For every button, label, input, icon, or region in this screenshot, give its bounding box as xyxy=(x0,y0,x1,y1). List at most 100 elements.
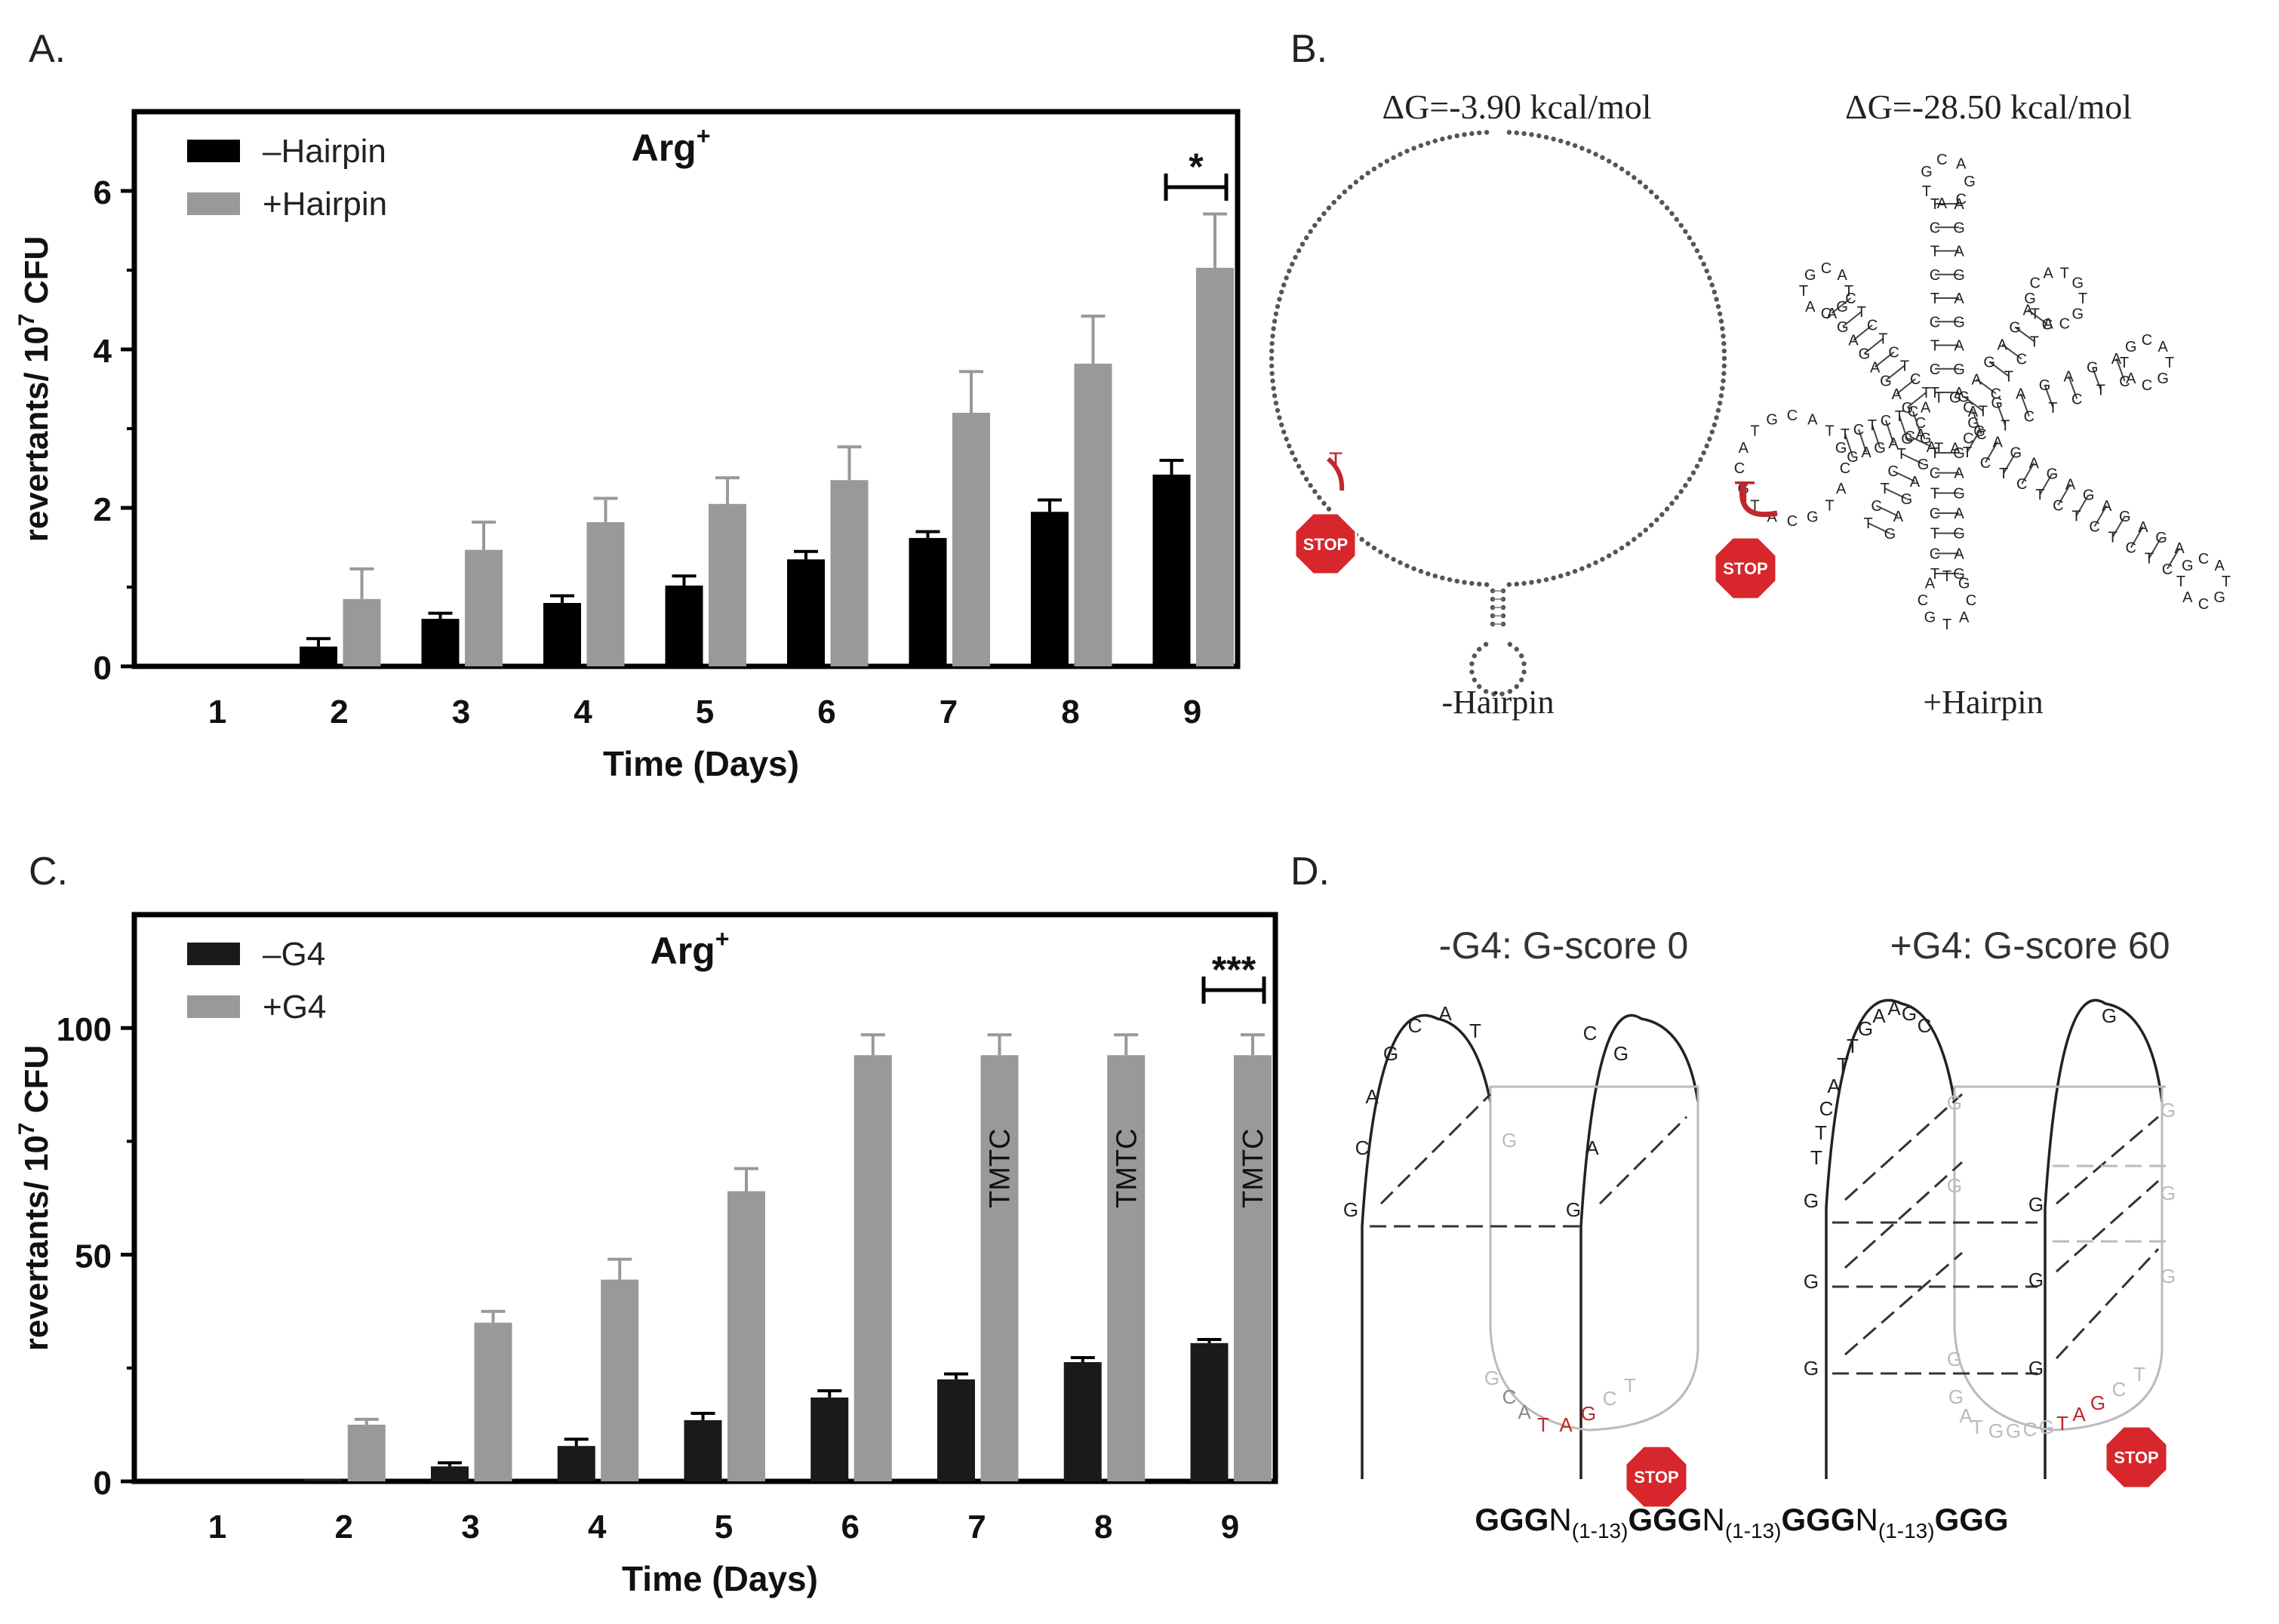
g4-nucleotide: G xyxy=(2161,1182,2176,1204)
nucleotide xyxy=(1269,371,1275,377)
nucleotide xyxy=(1293,457,1298,463)
nucleotide xyxy=(1317,217,1322,222)
nucleotide xyxy=(1483,641,1489,647)
nucleotide-letter: G xyxy=(1953,485,1965,502)
g4-nucleotide: T xyxy=(2056,1412,2068,1435)
nucleotide xyxy=(1529,580,1534,585)
nucleotide xyxy=(1507,688,1513,694)
nucleotide-letter: T xyxy=(1799,283,1808,300)
nucleotide-letter: C xyxy=(2071,391,2082,408)
nucleotide xyxy=(1721,371,1727,377)
nucleotide-letter: A xyxy=(1827,306,1838,322)
nucleotide-letter: G xyxy=(1953,445,1965,462)
nucleotide xyxy=(1551,575,1556,581)
chart-title: Arg+ xyxy=(632,122,711,169)
nucleotide xyxy=(1698,457,1703,463)
nucleotide xyxy=(1275,408,1281,414)
nucleotide-letter: T xyxy=(2108,530,2118,546)
nucleotide-letter: A xyxy=(1992,434,2003,451)
nucleotide xyxy=(1709,429,1715,435)
formula-n-1: N xyxy=(1549,1502,1571,1537)
nucleotide xyxy=(1472,653,1478,659)
d-left-title: -G4: G-score 0 xyxy=(1439,924,1689,967)
base-pair xyxy=(1963,395,1984,412)
g4-nucleotide: T xyxy=(1469,1020,1481,1042)
nucleotide-letter: C xyxy=(1963,399,1973,416)
nucleotide xyxy=(1317,495,1322,500)
x-tick-label: 3 xyxy=(461,1509,479,1546)
nucleotide xyxy=(1281,282,1287,288)
nucleotide xyxy=(1521,131,1527,137)
g4-nucleotide: C xyxy=(1408,1014,1422,1037)
bar--Hairpin xyxy=(1152,474,1191,666)
nucleotide xyxy=(1426,140,1431,146)
nucleotide-letter: A xyxy=(2063,368,2074,385)
nucleotide-letter: A xyxy=(2102,498,2112,515)
nucleotide-letter: T xyxy=(1930,526,1939,543)
nucleotide-letter: C xyxy=(1936,152,1947,168)
nucleotide xyxy=(1558,138,1564,143)
base-pair xyxy=(2167,547,2180,570)
panel-a-letter: A. xyxy=(29,27,66,71)
g4-nucleotide: G xyxy=(1613,1042,1629,1065)
y-tick-label: 0 xyxy=(94,1465,112,1502)
g4-nucleotide: G xyxy=(1566,1198,1581,1221)
g4-nucleotide: A xyxy=(1887,997,1901,1020)
nucleotide-letter: C xyxy=(1904,429,1915,445)
nucleotide-letter: G xyxy=(1953,314,1965,331)
nucleotide-letter: G xyxy=(1836,299,1848,315)
nucleotide xyxy=(1359,175,1364,180)
nucleotide xyxy=(1440,575,1445,581)
template-strand xyxy=(1953,1085,2164,1432)
nucleotide xyxy=(1718,318,1724,324)
nucleotide-letter: T xyxy=(2176,574,2185,590)
nucleotide-letter: G xyxy=(2182,558,2194,574)
nucleotide xyxy=(1690,470,1696,475)
dashed-pair xyxy=(1844,1093,1964,1201)
nucleotide-letter: G xyxy=(2157,371,2169,387)
nucleotide-letter: T xyxy=(1963,444,1972,461)
nucleotide-letter: T xyxy=(1921,385,1930,401)
nucleotide-letter: A xyxy=(2029,455,2040,472)
nucleotide-letter: T xyxy=(1880,481,1889,497)
nucleotide-letter: A xyxy=(1954,338,1964,355)
base-pair xyxy=(1831,297,1852,314)
nucleotide xyxy=(1303,476,1309,482)
nucleotide-letter: C xyxy=(1976,426,1986,443)
g4-nucleotide: G xyxy=(1581,1402,1596,1425)
dashed-pair xyxy=(2055,1247,2160,1360)
g4-nucleotide: C xyxy=(1819,1097,1834,1120)
base-pair xyxy=(2001,343,2022,360)
nucleotide xyxy=(1507,641,1513,647)
x-tick-label: 7 xyxy=(940,694,958,730)
nucleotide-letter: A xyxy=(2174,540,2185,557)
nucleotide xyxy=(1625,541,1631,546)
nucleotide xyxy=(1637,532,1643,537)
nucleotide-letter: A xyxy=(1910,474,1921,491)
nucleotide xyxy=(1277,415,1282,420)
nucleotide xyxy=(1273,311,1279,317)
nucleotide xyxy=(1447,577,1453,583)
nucleotide xyxy=(1365,171,1370,176)
nucleotide-letter: G xyxy=(1902,400,1914,417)
nucleotide xyxy=(1613,162,1618,168)
nucleotide xyxy=(1565,571,1570,577)
nucleotide-letter: T xyxy=(1942,568,1951,585)
nucleotide xyxy=(1312,489,1318,494)
nucleotide-letter: G xyxy=(1859,346,1871,363)
g4-nucleotide: G xyxy=(2090,1392,2105,1414)
nucleotide xyxy=(1491,691,1496,697)
nucleotide xyxy=(1593,560,1598,565)
nucleotide xyxy=(1278,289,1284,295)
base-pair xyxy=(2039,473,2053,495)
x-tick-label: 6 xyxy=(841,1509,860,1546)
nucleotide-letter: A xyxy=(2065,477,2076,494)
nucleotide-letter: A xyxy=(1968,404,1979,420)
nucleotide-letter: C xyxy=(1980,455,1991,472)
nucleotide-letter: C xyxy=(1867,318,1878,334)
nucleotide xyxy=(1391,155,1396,161)
legend-swatch xyxy=(187,995,240,1018)
nucleotide xyxy=(1312,223,1318,228)
